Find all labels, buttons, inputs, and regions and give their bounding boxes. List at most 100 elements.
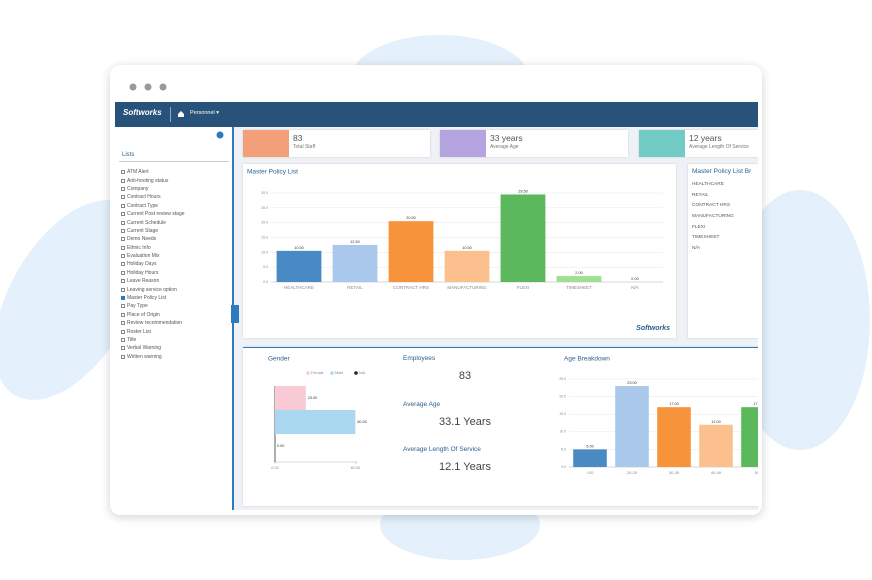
list-item[interactable]: Current Stage xyxy=(121,227,185,235)
list-item[interactable]: Anti-hooting status xyxy=(121,176,185,184)
legend-label: N/A xyxy=(359,371,366,375)
list-item[interactable]: Written warning xyxy=(121,353,185,361)
checkbox[interactable] xyxy=(121,203,125,208)
checkbox[interactable] xyxy=(121,329,125,334)
chart-title: Gender xyxy=(268,356,291,363)
list-item[interactable]: ATM Alert xyxy=(121,168,185,176)
data-label: 10.50 xyxy=(462,246,472,250)
list-item[interactable]: Demo Needs xyxy=(121,235,185,243)
list-item[interactable]: Ethnic Info xyxy=(121,244,185,252)
y-tick-label: 10.0 xyxy=(261,250,268,254)
policy-item: MANUFACTURING xyxy=(692,214,734,220)
stat-title: Average Length Of Service xyxy=(403,446,481,453)
checkbox[interactable] xyxy=(121,346,125,351)
list-item[interactable]: Contract Type xyxy=(121,202,185,210)
list-item[interactable]: Roster List xyxy=(121,327,185,335)
policy-item: FLEXI xyxy=(692,224,706,230)
checkbox[interactable] xyxy=(121,262,125,267)
module-menu[interactable]: Personnel ▾ xyxy=(190,110,220,116)
age-chart: Age Breakdown 0.0 5.0 10.0 15.0 20.0 25.0 5.00 <… xyxy=(559,356,758,475)
checkbox[interactable] xyxy=(121,228,125,233)
checkbox[interactable] xyxy=(121,304,125,309)
x-tick-label: FLEXI xyxy=(517,285,530,290)
list-item[interactable]: Leave Reason xyxy=(121,277,185,285)
item-label: Leaving service option xyxy=(127,286,177,293)
item-label: Evaluation Mix xyxy=(127,253,160,260)
checkbox[interactable] xyxy=(121,254,125,259)
checkbox[interactable] xyxy=(121,321,125,326)
list-item[interactable]: Master Policy List xyxy=(121,294,185,302)
list-item[interactable]: Title xyxy=(121,336,185,344)
kpi-value: 12 years xyxy=(689,133,722,143)
checkbox[interactable] xyxy=(121,287,125,292)
list-item[interactable]: Contract Hours xyxy=(121,193,185,201)
data-label: 0.00 xyxy=(277,444,284,448)
bar xyxy=(657,407,691,467)
policy-chart-panel: Master Policy List 0.0 5.0 10.0 15.0 20.0 25.0… xyxy=(243,164,676,338)
checkbox[interactable] xyxy=(121,245,125,250)
sidebar-title: Lists xyxy=(122,152,135,158)
list-item[interactable]: Leaving service option xyxy=(121,285,185,293)
checkbox[interactable] xyxy=(121,170,125,175)
list-item[interactable]: Place of Origin xyxy=(121,311,185,319)
legend-swatch xyxy=(354,371,358,375)
stat-title: Average Age xyxy=(403,401,441,408)
item-label: Contract Hours xyxy=(127,194,161,201)
checkbox[interactable] xyxy=(121,279,125,284)
list-item[interactable]: Company xyxy=(121,185,185,193)
item-label: Demo Needs xyxy=(127,236,157,243)
app: Softworks Personnel ▾ Lists ATM Alert Ant… xyxy=(115,102,758,510)
data-label: 23.00 xyxy=(308,396,318,400)
y-tick-label: 20.0 xyxy=(261,221,268,225)
logo: Softworks xyxy=(123,108,162,117)
chart-title: Master Policy List xyxy=(247,169,298,176)
list-item[interactable]: Verbal Warning xyxy=(121,344,185,352)
checkbox[interactable] xyxy=(121,270,125,275)
x-tick-label: 30-39 xyxy=(669,470,680,475)
gender-chart: Gender 0.00 60.00 23.00 Female 60.00 Male 0.00 N… xyxy=(268,356,367,470)
checkbox[interactable] xyxy=(121,186,125,191)
window-dots xyxy=(129,83,167,91)
bar xyxy=(741,407,758,467)
kpi-card: 83 Total Staff xyxy=(243,130,430,157)
sidebar-toggle[interactable] xyxy=(231,305,239,323)
checkbox[interactable] xyxy=(121,178,125,183)
list-item[interactable]: Current Post review stage xyxy=(121,210,185,218)
home-icon[interactable] xyxy=(177,110,185,118)
list-item[interactable]: Review recommendation xyxy=(121,319,185,327)
kpi-card: 33 years Average Age xyxy=(440,130,628,157)
bar xyxy=(615,386,649,467)
data-label: 12.00 xyxy=(711,420,721,424)
item-label: Contract Type xyxy=(127,202,159,209)
list-item[interactable]: Holiday Hours xyxy=(121,269,185,277)
module-name[interactable]: Personnel xyxy=(190,110,215,116)
item-label: Pay Type xyxy=(127,303,148,310)
list-item[interactable]: Evaluation Mix xyxy=(121,252,185,260)
legend-swatch xyxy=(306,371,310,375)
list: ATM Alert Anti-hooting status Company Contr… xyxy=(121,168,185,361)
x-tick-label: 20-29 xyxy=(627,470,638,475)
item-label: Review recommendation xyxy=(127,320,183,327)
checkbox[interactable] xyxy=(121,195,125,200)
checkbox[interactable] xyxy=(121,237,125,242)
list-item[interactable]: Holiday Days xyxy=(121,260,185,268)
x-tick-label: CONTRACT HRS xyxy=(393,285,429,290)
checkbox[interactable] xyxy=(121,212,125,217)
data-label: 17.00 xyxy=(753,402,758,406)
item-label: ATM Alert xyxy=(127,169,149,176)
y-tick-label: 0.0 xyxy=(263,280,268,284)
checkbox[interactable] xyxy=(121,338,125,342)
checkbox[interactable] xyxy=(121,296,125,301)
checkbox[interactable] xyxy=(121,354,125,359)
list-item[interactable]: Pay Type xyxy=(121,302,185,310)
checkbox[interactable] xyxy=(121,312,125,317)
collapse-button[interactable] xyxy=(216,131,224,139)
bar xyxy=(332,244,378,282)
list-item[interactable]: Current Schedule xyxy=(121,218,185,226)
x-tick-label: <20 xyxy=(587,470,595,475)
kpi-label: Average Length Of Service xyxy=(689,144,749,150)
item-label: Ethnic Info xyxy=(127,244,151,251)
data-label: 12.50 xyxy=(350,240,360,244)
checkbox[interactable] xyxy=(121,220,125,225)
